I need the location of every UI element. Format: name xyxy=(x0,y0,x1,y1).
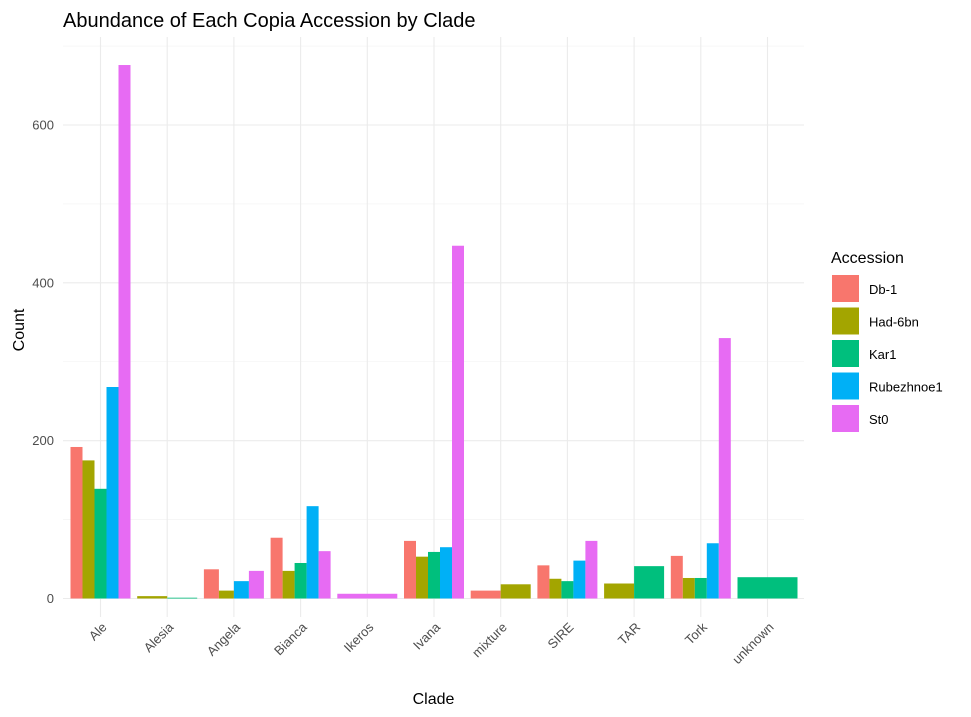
x-axis-title: Clade xyxy=(413,691,455,708)
x-tick-label: Ivana xyxy=(410,619,444,653)
legend: Accession Db-1 Had-6bn Kar1 Rubezhnoe1 St0 xyxy=(831,250,943,432)
bar-angela-had-6bn xyxy=(218,590,234,599)
chart-title: Abundance of Each Copia Accession by Cla… xyxy=(63,10,476,32)
bar-bianca-st0 xyxy=(318,551,331,599)
bar-tork-kar1 xyxy=(694,577,707,599)
bar-mixture-db-1 xyxy=(470,590,501,599)
bars xyxy=(70,65,798,599)
bar-bianca-rubezhnoe1 xyxy=(306,506,319,599)
legend-key-db-1 xyxy=(832,275,859,302)
bar-ivana-st0 xyxy=(452,245,464,599)
bar-sire-kar1 xyxy=(561,581,574,599)
bar-ale-db-1 xyxy=(70,446,83,599)
bar-ale-rubezhnoe1 xyxy=(106,387,119,599)
legend-label: St0 xyxy=(869,412,889,427)
bar-bianca-kar1 xyxy=(294,562,307,599)
bar-sire-db-1 xyxy=(537,565,550,599)
bar-ivana-had-6bn xyxy=(416,556,428,599)
bar-tork-rubezhnoe1 xyxy=(706,543,719,599)
bar-alesia-kar1 xyxy=(167,597,198,599)
y-tick-label: 0 xyxy=(47,591,54,606)
x-tick-label: Ale xyxy=(86,620,110,644)
x-tick-label: unknown xyxy=(729,620,776,667)
x-tick-label: Angela xyxy=(204,619,244,659)
bar-mixture-had-6bn xyxy=(500,584,531,599)
x-axis-ticks: Ale Alesia Angela Bianca Ikeros Ivana mixture S… xyxy=(86,619,777,667)
bar-alesia-had-6bn xyxy=(137,596,168,599)
legend-key-st0 xyxy=(832,405,859,432)
y-tick-label: 400 xyxy=(32,275,54,290)
x-tick-label: Ikeros xyxy=(341,619,377,655)
bar-angela-rubezhnoe1 xyxy=(233,581,249,599)
plot-grid xyxy=(63,37,804,617)
bar-sire-st0 xyxy=(585,540,598,599)
legend-key-rubezhnoe1 xyxy=(832,372,859,400)
x-tick-label: mixture xyxy=(469,620,510,661)
bar-ale-had-6bn xyxy=(82,460,95,599)
bar-ivana-rubezhnoe1 xyxy=(440,547,452,599)
bar-ivana-db-1 xyxy=(404,540,416,599)
bar-bianca-had-6bn xyxy=(282,570,295,599)
y-tick-label: 200 xyxy=(32,433,54,448)
x-tick-label: TAR xyxy=(615,620,643,648)
legend-key-kar1 xyxy=(832,340,859,367)
y-axis-title: Count xyxy=(11,308,28,351)
bar-angela-st0 xyxy=(248,570,264,599)
bar-ikeros-st0 xyxy=(337,593,398,599)
legend-label: Db-1 xyxy=(869,282,897,297)
y-tick-label: 600 xyxy=(32,118,54,133)
x-tick-label: Tork xyxy=(682,619,710,647)
legend-label: Rubezhnoe1 xyxy=(869,380,943,395)
bar-tar-kar1 xyxy=(634,566,665,599)
x-tick-label: Alesia xyxy=(141,619,177,655)
legend-title: Accession xyxy=(831,250,904,267)
bar-angela-db-1 xyxy=(203,569,219,599)
x-tick-label: Bianca xyxy=(271,619,310,658)
bar-ale-kar1 xyxy=(94,488,107,599)
x-tick-label: SIRE xyxy=(544,619,576,651)
bar-tork-db-1 xyxy=(670,555,683,599)
bar-tork-had-6bn xyxy=(682,577,695,599)
bar-ale-st0 xyxy=(118,65,131,599)
legend-label: Kar1 xyxy=(869,347,896,362)
bar-tork-st0 xyxy=(718,338,731,599)
bar-sire-rubezhnoe1 xyxy=(573,560,586,599)
bar-ivana-kar1 xyxy=(428,551,440,599)
bar-tar-had-6bn xyxy=(604,583,635,599)
bar-sire-had-6bn xyxy=(549,578,562,599)
legend-key-had-6bn xyxy=(832,307,859,335)
legend-label: Had-6bn xyxy=(869,315,919,330)
y-axis-ticks: 0 200 400 600 xyxy=(32,118,54,607)
bar-bianca-db-1 xyxy=(270,537,283,599)
bar-unknown-kar1 xyxy=(737,577,798,599)
